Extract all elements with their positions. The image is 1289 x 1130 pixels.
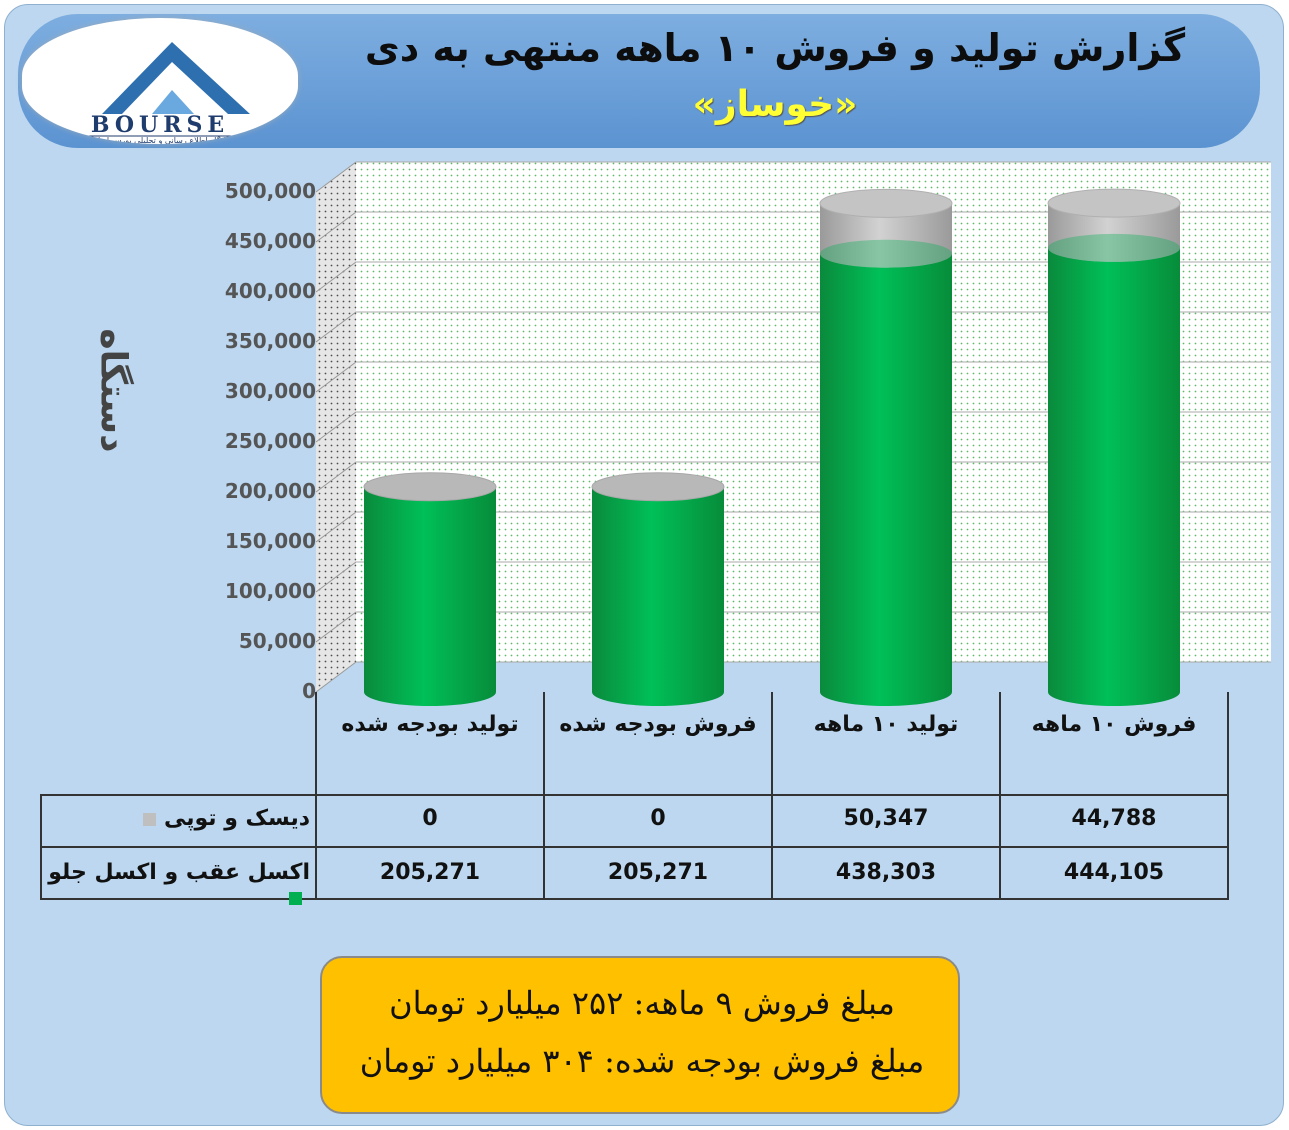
table-cell-axle: 205,271 <box>607 860 709 885</box>
y-tick-label: 300,000 <box>224 379 316 403</box>
table-cell-disc: 0 <box>422 806 438 831</box>
table-hline <box>40 846 1228 848</box>
gridline-side <box>315 361 357 393</box>
bar-disc <box>1048 203 1180 262</box>
category-label: فروش بودجه شده <box>559 712 757 737</box>
logo-subtext: پایگاه اطلاع رسانی و تحلیلی بورس ایران <box>92 136 228 144</box>
table-cell-disc: 50,347 <box>843 806 929 831</box>
bar-column <box>1047 188 1181 706</box>
logo: BOURSE پایگاه اطلاع رسانی و تحلیلی بورس … <box>22 18 298 144</box>
gridline-side <box>315 661 357 693</box>
gridline-side <box>315 211 357 243</box>
bar-disc <box>820 203 952 268</box>
table-hline <box>40 898 1228 900</box>
bar-axle <box>820 253 952 706</box>
y-tick-label: 350,000 <box>224 329 316 353</box>
y-tick-label: 500,000 <box>224 179 316 203</box>
logo-text: BOURSE <box>90 112 230 138</box>
gridline-side <box>315 161 357 193</box>
table-cell-axle: 438,303 <box>835 860 937 885</box>
table-vline <box>543 692 545 900</box>
bar-axle <box>364 486 496 706</box>
gridline-side <box>315 411 357 443</box>
page-subtitle: «خوساز» <box>692 84 858 125</box>
table-vline <box>999 692 1001 900</box>
table-cell-axle: 444,105 <box>1063 860 1165 885</box>
table-vline <box>315 692 317 900</box>
legend-axle: اکسل عقب و اکسل جلو <box>48 860 310 910</box>
y-tick-label: 400,000 <box>224 279 316 303</box>
summary-line-2: مبلغ فروش بودجه شده: ۳۰۴ میلیارد تومان <box>359 1042 925 1080</box>
gridline-side <box>315 611 357 643</box>
gridline-side <box>315 311 357 343</box>
bar-column <box>819 188 953 706</box>
table-hline <box>40 794 1228 796</box>
bar-top <box>1047 188 1181 218</box>
bar-axle <box>592 486 724 706</box>
category-label: تولید ۱۰ ماهه <box>813 712 959 737</box>
y-tick-label: 250,000 <box>224 429 316 453</box>
legend-disc-label: دیسک و توپی <box>163 806 310 831</box>
page-title: گزارش تولید و فروش ۱۰ ماهه منتهی به دی <box>364 26 1186 70</box>
bar-top <box>363 472 497 502</box>
logo-mark-icon <box>42 42 278 137</box>
bar-axle <box>1048 247 1180 706</box>
table-cell-axle: 205,271 <box>379 860 481 885</box>
bar-chart <box>315 161 1271 706</box>
bar-column <box>363 472 497 706</box>
legend-disc-swatch <box>142 812 156 826</box>
table-cell-disc: 0 <box>650 806 666 831</box>
y-tick-label: 450,000 <box>224 229 316 253</box>
gridline-side <box>315 461 357 493</box>
gridline-side <box>315 561 357 593</box>
bar-seam <box>1048 233 1180 262</box>
gridline-side <box>315 511 357 543</box>
category-label: تولید بودجه شده <box>341 712 519 737</box>
table-cell-disc: 44,788 <box>1071 806 1157 831</box>
gridline-side <box>315 261 357 293</box>
bar-column <box>591 472 725 706</box>
y-tick-label: 200,000 <box>224 479 316 503</box>
y-tick-label: 100,000 <box>224 579 316 603</box>
bar-top <box>819 188 953 218</box>
category-label: فروش ۱۰ ماهه <box>1031 712 1197 737</box>
y-tick-label: 0 <box>302 679 316 703</box>
y-tick-label: 50,000 <box>238 629 316 653</box>
legend-disc: دیسک و توپی <box>48 806 310 831</box>
table-vline <box>771 692 773 900</box>
bar-seam <box>820 239 952 268</box>
y-tick-label: 150,000 <box>224 529 316 553</box>
summary-line-1: مبلغ فروش ۹ ماهه: ۲۵۲ میلیارد تومان <box>389 984 895 1022</box>
table-vline <box>1227 692 1229 900</box>
legend-axle-swatch <box>289 891 302 905</box>
bars-group <box>363 188 1181 706</box>
legend-axle-label: اکسل عقب و اکسل جلو <box>48 860 310 885</box>
bar-top <box>591 472 725 502</box>
summary-box: مبلغ فروش ۹ ماهه: ۲۵۲ میلیارد تومان مبلغ… <box>320 956 960 1114</box>
